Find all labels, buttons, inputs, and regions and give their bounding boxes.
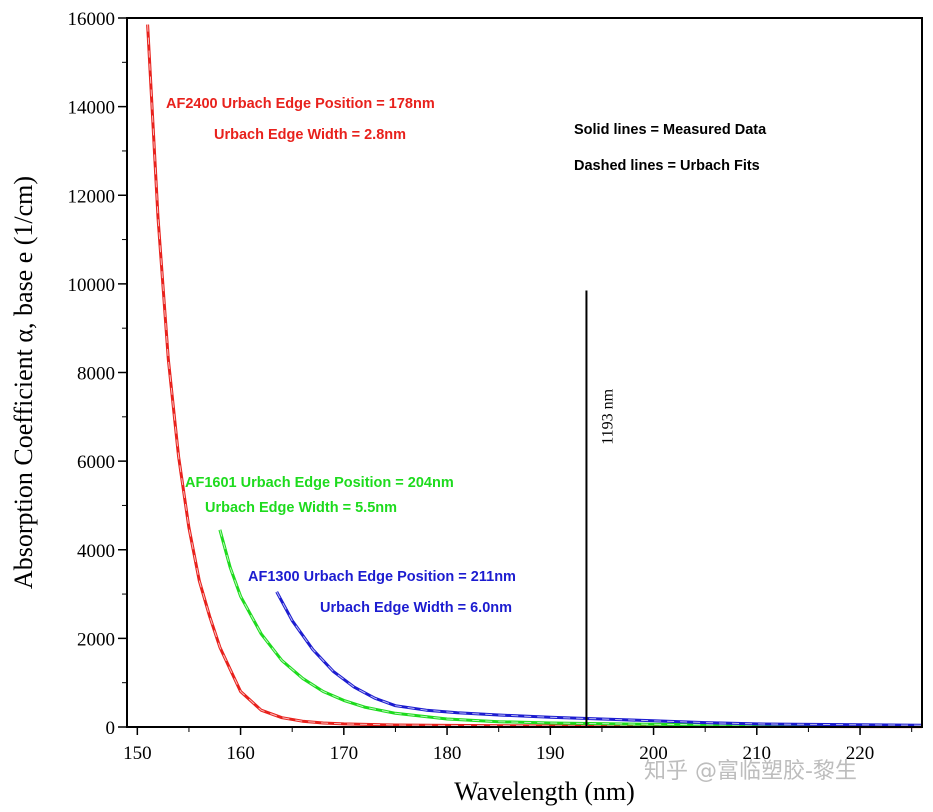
x-tick-label: 200 xyxy=(639,743,668,764)
annotation-layer: AF2400 Urbach Edge Position = 178nm Urba… xyxy=(166,96,857,784)
af2400-width-label: Urbach Edge Width = 2.8nm xyxy=(214,127,406,143)
y-tick-label: 6000 xyxy=(77,452,115,473)
y-tick-label: 0 xyxy=(106,718,116,739)
x-tick-label: 220 xyxy=(846,743,875,764)
y-tick-label: 8000 xyxy=(77,364,115,385)
af1601-width-label: Urbach Edge Width = 5.5nm xyxy=(205,500,397,516)
x-axis-title: Wavelength (nm) xyxy=(454,777,635,806)
af1300-position-label: AF1300 Urbach Edge Position = 211nm xyxy=(248,569,516,585)
y-tick-label: 12000 xyxy=(68,186,116,207)
x-tick-label: 160 xyxy=(226,743,255,764)
x-tick-label: 210 xyxy=(743,743,772,764)
x-tick-label: 180 xyxy=(433,743,462,764)
y-axis-title: Absorption Coefficient α, base e (1/cm) xyxy=(9,176,38,589)
y-tick-label: 4000 xyxy=(77,541,115,562)
axes-layer: 150 160 170 180 190 200 210 220 0 2000 4000 6000 800… xyxy=(9,9,923,806)
x-tick-label: 150 xyxy=(123,743,152,764)
watermark-text: 知乎 @富临塑胶-黎生 xyxy=(644,759,857,784)
af1300-width-label: Urbach Edge Width = 6.0nm xyxy=(320,600,512,616)
y-tick-label: 16000 xyxy=(68,9,116,30)
af1601-position-label: AF1601 Urbach Edge Position = 204nm xyxy=(185,475,454,491)
legend-dashed-note: Dashed lines = Urbach Fits xyxy=(574,158,760,174)
af2400-position-label: AF2400 Urbach Edge Position = 178nm xyxy=(166,96,435,112)
series-af1601-measured xyxy=(218,529,923,728)
series-af1601-fit xyxy=(219,529,923,727)
series-af1300-fit xyxy=(276,591,923,726)
marker-label: 1193 nm xyxy=(599,388,616,444)
y-tick-label: 14000 xyxy=(68,98,116,119)
y-tick-label: 2000 xyxy=(77,629,115,650)
plot-frame xyxy=(126,17,923,728)
series-af2400-fit xyxy=(147,24,922,728)
legend-solid-note: Solid lines = Measured Data xyxy=(574,122,767,138)
x-tick-label: 190 xyxy=(536,743,565,764)
x-tick-label: 170 xyxy=(330,743,359,764)
y-tick-label: 10000 xyxy=(68,275,116,296)
